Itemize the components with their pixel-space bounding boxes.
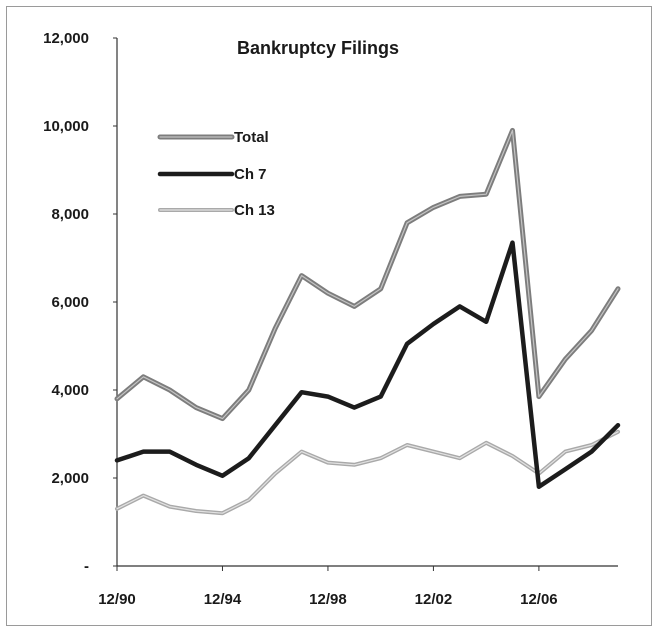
y-tick-label: 8,000	[51, 206, 89, 223]
x-tick-label: 12/98	[309, 591, 347, 608]
x-tick-label: 12/94	[204, 591, 242, 608]
axes: - 2,000 4,000 6,000 8,000 10,000 12,000 12/90 12…	[43, 30, 618, 608]
y-tick-label: 12,000	[43, 30, 89, 47]
legend-label-ch-7: Ch 7	[234, 166, 267, 183]
x-tick-label: 12/02	[415, 591, 453, 608]
series-line-ch-13	[115, 429, 620, 516]
y-tick-label: 6,000	[51, 294, 89, 311]
y-tick-label: 10,000	[43, 118, 89, 135]
series-line-ch-7	[114, 240, 621, 490]
y-tick-label: -	[84, 558, 89, 575]
y-tick-label: 2,000	[51, 470, 89, 487]
series-line-ch-13-highlight	[116, 431, 619, 514]
y-tick-label: 4,000	[51, 382, 89, 399]
legend-label-ch-13: Ch 13	[234, 202, 275, 219]
x-tick-label: 12/90	[98, 591, 136, 608]
chart-title: Bankruptcy Filings	[237, 38, 399, 58]
x-tick-label: 12/06	[520, 591, 558, 608]
series-lines	[114, 127, 621, 516]
legend: Total Ch 7 Ch 13	[157, 129, 275, 219]
chart-frame	[6, 6, 652, 626]
series-line-total-highlight	[116, 129, 619, 420]
legend-label-total: Total	[234, 129, 269, 146]
